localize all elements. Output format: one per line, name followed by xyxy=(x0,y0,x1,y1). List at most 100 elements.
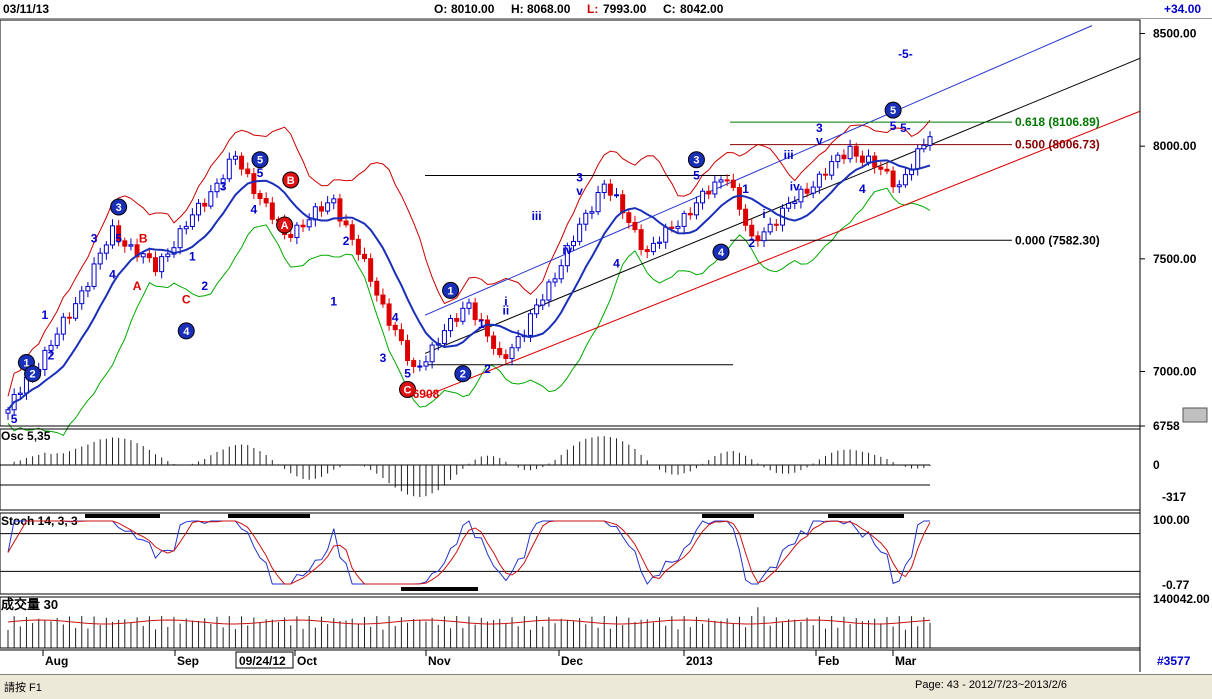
wave-label: 1 xyxy=(189,250,196,264)
wave-marker-label: A xyxy=(281,220,289,232)
wave-marker-circle xyxy=(282,171,300,189)
candle-body xyxy=(386,303,392,326)
wave-label: 2 xyxy=(484,362,491,376)
candle-body xyxy=(251,173,257,195)
fib-label-2: 0.000 (7582.30) xyxy=(1015,233,1100,247)
candle-body xyxy=(417,365,423,368)
candle-body xyxy=(736,187,742,210)
wave-label: B xyxy=(139,232,148,246)
wave-label: iv xyxy=(790,180,800,194)
candle-body xyxy=(398,329,404,342)
stochastic-panel[interactable]: Stoch 14, 3, 3 100.00-0.77 xyxy=(0,513,1190,592)
candle-body xyxy=(601,183,607,194)
candle-body xyxy=(374,280,380,296)
candle-body xyxy=(743,208,749,226)
candle-body xyxy=(355,238,361,255)
candle-body xyxy=(878,166,884,170)
wave-marker-circle xyxy=(399,381,417,399)
osc-title: Osc 5,35 xyxy=(1,429,51,443)
candle-body xyxy=(245,168,251,175)
wave-label: 4 xyxy=(859,182,866,196)
wave-label: 6908 xyxy=(413,387,440,401)
candle-body xyxy=(189,214,195,227)
price-tick-label: 8000.00 xyxy=(1153,139,1197,153)
wave-label: 1 xyxy=(742,182,749,196)
candle-body xyxy=(675,225,681,229)
candle-body xyxy=(109,225,115,246)
candle-body xyxy=(17,392,23,396)
quote-header: 03/11/13 O: 8010.00 H: 8068.00 L: 7993.0… xyxy=(0,0,1212,19)
candle-body xyxy=(890,170,896,188)
time-tick-label: Mar xyxy=(895,654,917,668)
status-hint: 請按 F1 xyxy=(4,682,42,694)
price-panel[interactable]: 0.618 (8106.89) 0.500 (8006.73) 0.000 (758… xyxy=(5,25,1141,437)
candle-body xyxy=(841,154,847,160)
status-bar: 請按 F1 Page: 43 - 2012/7/23~2013/2/6 xyxy=(0,674,1212,699)
stock-chart[interactable]: 0.618 (8106.89) 0.500 (8006.73) 0.000 (758… xyxy=(0,19,1212,673)
candle-body xyxy=(54,333,60,346)
candle-body xyxy=(48,344,54,351)
wave-label: 5 xyxy=(693,168,700,182)
candle-body xyxy=(915,148,921,170)
candle-body xyxy=(362,253,368,260)
candle-body xyxy=(66,316,72,319)
volume-title: 成交量 30 xyxy=(1,597,58,612)
candle-body xyxy=(454,318,460,322)
candle-body xyxy=(232,155,238,160)
candle-body xyxy=(927,136,933,146)
volume-panel[interactable]: 成交量 30 140042.00 xyxy=(1,592,1210,648)
wave-label: v xyxy=(576,184,583,198)
candle-body xyxy=(540,299,546,306)
zoom-button xyxy=(1182,407,1208,423)
candle-body xyxy=(380,294,386,305)
candle-body xyxy=(411,360,417,368)
candle-body xyxy=(687,212,693,216)
candle-body xyxy=(466,302,472,309)
candle-body xyxy=(97,252,103,265)
price-tick-label: 7000.00 xyxy=(1153,364,1197,378)
wave-label: 3 xyxy=(576,171,583,185)
high-label: H: xyxy=(511,2,524,16)
close-label: C: xyxy=(663,2,676,16)
candle-body xyxy=(478,319,484,322)
candle-body xyxy=(804,188,810,194)
wave-marker-circle xyxy=(24,365,42,383)
candle-body xyxy=(448,318,454,332)
wave-marker-label: 3 xyxy=(693,155,699,167)
candle-body xyxy=(792,201,798,204)
wave-marker-circle xyxy=(884,101,902,119)
candle-body xyxy=(546,281,552,301)
price-tick-label: 6758 xyxy=(1153,419,1180,433)
stoch-tick-label: 100.00 xyxy=(1153,513,1190,527)
wave-label: 3 xyxy=(220,180,227,194)
candle-body xyxy=(700,190,706,204)
candle-body xyxy=(724,179,730,182)
candle-body xyxy=(405,340,411,362)
candle-body xyxy=(349,224,355,240)
price-tick-label: 7500.00 xyxy=(1153,252,1197,266)
wave-marker-label: 4 xyxy=(718,247,725,259)
wave-label: 3 xyxy=(91,232,98,246)
wave-label: iii xyxy=(784,148,794,162)
candle-body xyxy=(220,178,226,184)
candle-body xyxy=(429,344,435,363)
open-label: O: xyxy=(434,2,448,16)
candle-body xyxy=(718,179,724,183)
wave-label: 1 xyxy=(42,308,49,322)
candle-body xyxy=(208,191,214,207)
candle-body xyxy=(607,183,613,196)
oscillator-panel[interactable]: Osc 5,35 0 -317 xyxy=(0,429,1186,504)
candle-body xyxy=(657,241,663,244)
time-tick-label: Aug xyxy=(45,654,68,668)
candle-body xyxy=(5,409,11,414)
candle-body xyxy=(153,257,159,273)
candle-body xyxy=(134,244,140,258)
low-label: L: xyxy=(587,2,599,16)
upper-band-line xyxy=(7,119,931,397)
candle-body xyxy=(441,330,447,344)
candle-body xyxy=(165,253,171,258)
wave-label: 1 xyxy=(478,317,485,331)
wave-label: 2 xyxy=(48,349,55,363)
candle-body xyxy=(116,225,122,242)
wave-marker-label: 1 xyxy=(23,357,29,369)
